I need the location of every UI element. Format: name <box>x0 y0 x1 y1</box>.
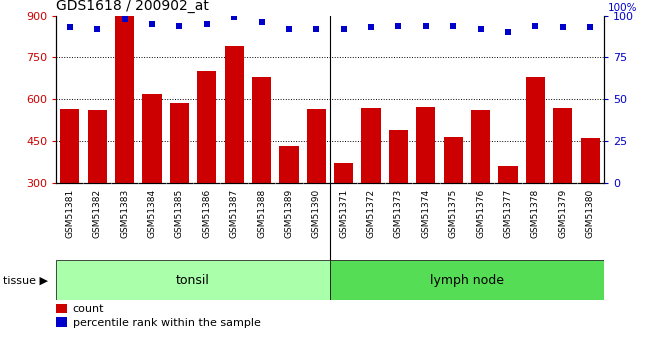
Point <box>311 26 321 32</box>
Text: GSM51378: GSM51378 <box>531 189 540 238</box>
Point <box>174 23 185 28</box>
Point <box>92 26 102 32</box>
Point <box>585 24 595 30</box>
Text: GSM51383: GSM51383 <box>120 189 129 238</box>
Point <box>119 16 130 22</box>
Text: tonsil: tonsil <box>176 274 210 287</box>
Bar <box>143 93 162 183</box>
Point <box>65 24 75 30</box>
Bar <box>197 71 216 183</box>
Point <box>284 26 294 32</box>
Point <box>147 21 157 27</box>
Text: GSM51371: GSM51371 <box>339 189 348 238</box>
Bar <box>471 110 490 183</box>
Text: GSM51380: GSM51380 <box>585 189 595 238</box>
Text: GSM51390: GSM51390 <box>312 189 321 238</box>
Point <box>339 26 349 32</box>
Text: GSM51389: GSM51389 <box>284 189 294 238</box>
Text: GSM51379: GSM51379 <box>558 189 568 238</box>
Bar <box>498 166 517 183</box>
Bar <box>252 77 271 183</box>
Bar <box>581 138 600 183</box>
Text: GSM51375: GSM51375 <box>449 189 458 238</box>
Text: GSM51388: GSM51388 <box>257 189 266 238</box>
Text: GSM51382: GSM51382 <box>92 189 102 238</box>
Bar <box>553 108 572 183</box>
Bar <box>307 109 326 183</box>
Bar <box>88 110 107 183</box>
Bar <box>389 130 408 183</box>
Text: GSM51381: GSM51381 <box>65 189 75 238</box>
Bar <box>444 137 463 183</box>
Point <box>366 24 376 30</box>
Text: GSM51387: GSM51387 <box>230 189 239 238</box>
Text: GSM51377: GSM51377 <box>504 189 513 238</box>
Bar <box>526 77 545 183</box>
Point <box>475 26 486 32</box>
Point <box>530 23 541 28</box>
Point <box>201 21 212 27</box>
Text: GSM51385: GSM51385 <box>175 189 184 238</box>
Bar <box>56 260 330 300</box>
Text: 100%: 100% <box>608 3 638 13</box>
Text: GSM51386: GSM51386 <box>202 189 211 238</box>
Bar <box>224 46 244 183</box>
Text: GSM51372: GSM51372 <box>366 189 376 238</box>
Text: GSM51374: GSM51374 <box>421 189 430 238</box>
Bar <box>362 108 381 183</box>
Bar <box>416 107 436 183</box>
Bar <box>115 16 134 183</box>
Text: tissue ▶: tissue ▶ <box>3 275 48 285</box>
Point <box>393 23 404 28</box>
Text: lymph node: lymph node <box>430 274 504 287</box>
Bar <box>330 260 604 300</box>
Point <box>229 14 240 20</box>
Bar <box>170 104 189 183</box>
Point <box>420 23 431 28</box>
Text: GSM51376: GSM51376 <box>476 189 485 238</box>
Point <box>256 19 267 25</box>
Text: GDS1618 / 200902_at: GDS1618 / 200902_at <box>56 0 209 13</box>
Legend: count, percentile rank within the sample: count, percentile rank within the sample <box>56 304 261 328</box>
Bar <box>334 163 353 183</box>
Bar <box>279 146 298 183</box>
Point <box>558 24 568 30</box>
Bar <box>60 109 79 183</box>
Point <box>503 30 513 35</box>
Text: GSM51373: GSM51373 <box>394 189 403 238</box>
Point <box>448 23 459 28</box>
Text: GSM51384: GSM51384 <box>147 189 156 238</box>
